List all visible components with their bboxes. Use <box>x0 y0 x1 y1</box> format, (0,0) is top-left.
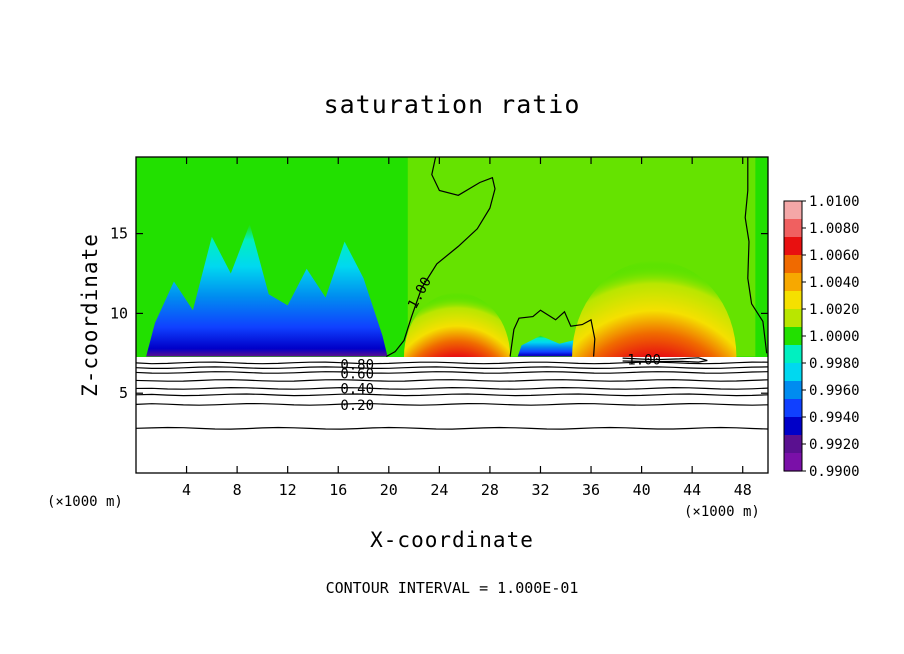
x-tick-label: 12 <box>279 481 297 499</box>
x-tick-label: 24 <box>430 481 448 499</box>
colorbar-label: 0.9960 <box>809 383 860 399</box>
colorbar-swatch <box>784 345 802 364</box>
contour-line-1-00 <box>509 309 596 357</box>
colorbar-label: 0.9920 <box>809 437 860 453</box>
ground-region <box>136 357 768 473</box>
plot-frame <box>135 156 769 474</box>
x-axis-ticks: 4 8 12 16 20 24 28 32 36 40 44 48 <box>182 157 752 499</box>
contour-line-1-00 <box>622 357 708 363</box>
colorbar-swatch <box>784 201 802 220</box>
y-unit-label: (×1000 m) <box>47 494 123 510</box>
x-tick-label: 28 <box>481 481 499 499</box>
contour-layer <box>136 157 768 430</box>
colorbar-label: 1.0000 <box>809 329 860 345</box>
contour-line-0-50 <box>136 379 768 382</box>
contour-label: 1.00 <box>627 353 661 369</box>
y-axis-label: Z-coordinate <box>78 233 102 397</box>
x-tick-label: 40 <box>633 481 651 499</box>
contour-label: 0.80 <box>340 357 374 373</box>
contour-line-0-60 <box>136 371 768 374</box>
colorbar-label: 0.9980 <box>809 356 860 372</box>
contour-line-0-10 <box>136 426 768 430</box>
colorbar-label: 0.9900 <box>809 464 860 480</box>
colorbar: 1.0100 1.0080 1.0060 1.0040 1.0020 1.0000 0.99… <box>783 194 860 480</box>
colorbar-swatch <box>784 453 802 472</box>
x-tick-label: 36 <box>582 481 600 499</box>
x-tick-label: 48 <box>734 481 752 499</box>
contour-line-0-40 <box>136 386 768 390</box>
y-axis-ticks: 5 10 15 <box>110 225 768 402</box>
x-tick-label: 16 <box>329 481 347 499</box>
x-unit-label: (×1000 m) <box>684 504 760 520</box>
colorbar-label: 1.0100 <box>809 194 860 210</box>
blue-region-west <box>146 224 388 357</box>
colorbar-swatch <box>784 381 802 400</box>
chart-title: saturation ratio <box>324 90 581 119</box>
colorbar-swatch <box>784 399 802 418</box>
contour-line-0-30 <box>136 393 768 397</box>
contour-label: 0.60 <box>340 366 374 382</box>
x-tick-label: 8 <box>233 481 242 499</box>
contour-line-1-00 <box>386 157 496 358</box>
contour-line-0-80 <box>136 361 768 365</box>
colorbar-swatch <box>784 363 802 382</box>
contour-label: 0.20 <box>340 398 374 414</box>
x-tick-label: 20 <box>380 481 398 499</box>
plot-area: 1.001.000.800.600.400.20 <box>136 157 768 473</box>
contour-label: 0.40 <box>340 381 374 397</box>
colorbar-label: 1.0020 <box>809 302 860 318</box>
colorbar-label: 1.0040 <box>809 275 860 291</box>
colorbar-swatch <box>784 237 802 256</box>
contour-line-0-20 <box>136 402 768 406</box>
colorbar-swatch <box>784 219 802 238</box>
colorbar-swatch <box>784 309 802 328</box>
y-tick-label: 10 <box>110 304 128 322</box>
contour-line-1-00 <box>744 157 768 354</box>
colorbar-label: 1.0080 <box>809 221 860 237</box>
x-tick-label: 32 <box>531 481 549 499</box>
y-tick-label: 5 <box>119 384 128 402</box>
x-tick-label: 44 <box>683 481 701 499</box>
colorbar-swatch <box>784 417 802 436</box>
x-axis-label: X-coordinate <box>370 528 534 552</box>
colorbar-swatch <box>784 291 802 310</box>
colorbar-swatch <box>784 255 802 274</box>
colorbar-label: 0.9940 <box>809 410 860 426</box>
colorbar-swatch <box>784 273 802 292</box>
contour-line-0-70 <box>136 366 768 370</box>
colorbar-swatch <box>784 327 802 346</box>
colorbar-label: 1.0060 <box>809 248 860 264</box>
contour-interval-note: CONTOUR INTERVAL = 1.000E-01 <box>326 579 579 597</box>
y-tick-label: 15 <box>110 225 128 243</box>
x-tick-label: 4 <box>182 481 191 499</box>
blue-region-middle <box>517 335 589 357</box>
colorbar-swatch <box>784 435 802 454</box>
